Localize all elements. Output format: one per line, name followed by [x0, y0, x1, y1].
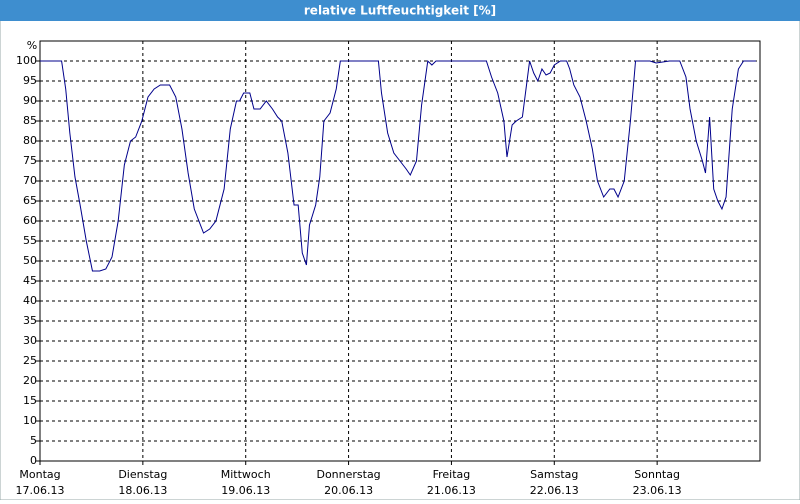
y-tick-label: 40: [23, 294, 37, 307]
x-tick-date: 21.06.13: [427, 484, 476, 497]
chart-title: relative Luftfeuchtigkeit [%]: [304, 4, 496, 18]
x-tick-label: Montag: [19, 468, 60, 481]
data-line: [40, 59, 756, 272]
y-tick-label: 95: [23, 74, 37, 87]
x-tick-label: Freitag: [433, 468, 471, 481]
y-tick-label: 65: [23, 194, 37, 207]
x-tick-date: 17.06.13: [16, 484, 65, 497]
y-tick-label: 5: [30, 434, 37, 447]
plot-background: [40, 41, 760, 461]
y-tick-label: 100: [16, 54, 37, 67]
y-tick-label: 85: [23, 114, 37, 127]
y-tick-label: 70: [23, 174, 37, 187]
y-tick-label: 80: [23, 134, 37, 147]
y-tick-label: 55: [23, 234, 37, 247]
y-tick-label: 20: [23, 374, 37, 387]
x-tick-date: 20.06.13: [324, 484, 373, 497]
y-tick-label: 75: [23, 154, 37, 167]
x-tick-label: Samstag: [530, 468, 578, 481]
y-axis-label: %: [27, 39, 37, 52]
x-tick-date: 22.06.13: [530, 484, 579, 497]
x-tick-label: Dienstag: [118, 468, 167, 481]
y-tick-label: 45: [23, 274, 37, 287]
y-tick-label: 90: [23, 94, 37, 107]
y-tick-label: 60: [23, 214, 37, 227]
plot-border: [39, 40, 761, 462]
x-tick-date: 18.06.13: [118, 484, 167, 497]
title-bar: [0, 0, 800, 21]
x-tick-date: 23.06.13: [633, 484, 682, 497]
x-tick-label: Donnerstag: [316, 468, 380, 481]
x-tick-label: Mittwoch: [221, 468, 271, 481]
y-tick-label: 0: [30, 454, 37, 467]
x-tick-label: Sonntag: [634, 468, 680, 481]
x-tick-date: 19.06.13: [221, 484, 270, 497]
y-tick-label: 30: [23, 334, 37, 347]
plot-area: 0 5 10 15 20 25 30 35 40 45 50 55 60 65 70 75 80 85 90 95 10…: [16, 40, 761, 497]
y-tick-label: 50: [23, 254, 37, 267]
y-tick-label: 35: [23, 314, 37, 327]
y-tick-label: 10: [23, 414, 37, 427]
y-tick-label: 15: [23, 394, 37, 407]
y-tick-label: 25: [23, 354, 37, 367]
